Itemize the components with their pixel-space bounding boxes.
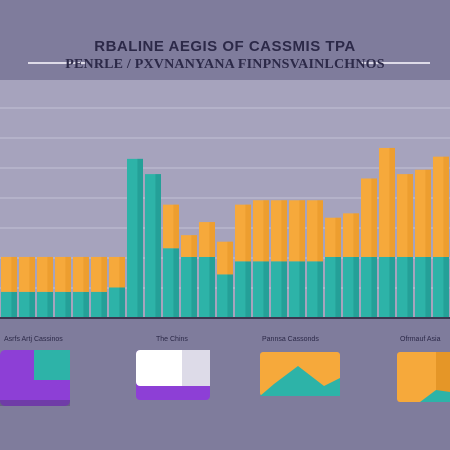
bar-shade-teal-6 xyxy=(101,291,107,318)
bar-shade-teal-9 xyxy=(155,174,161,318)
bar-shade-orange-6 xyxy=(101,256,107,292)
title-rule-left xyxy=(28,62,86,64)
bar-shade-orange-15 xyxy=(263,200,269,262)
bar-shade-teal-16 xyxy=(281,261,287,318)
panel-1-shadow xyxy=(0,400,70,406)
bar-shade-teal-13 xyxy=(227,274,233,318)
chart-subtitle: PENRLE / PXVNANYANA FINPNSVAINLCHNOS xyxy=(65,57,385,72)
bar-shade-orange-7 xyxy=(119,256,125,288)
bar-shade-teal-23 xyxy=(407,256,413,318)
panel-1-teal-part xyxy=(34,350,70,380)
panel-4-shade xyxy=(436,352,450,402)
bar-shade-teal-21 xyxy=(371,256,377,318)
bar-shade-teal-1 xyxy=(11,291,17,318)
bar-shade-orange-1 xyxy=(11,256,17,292)
bar-shade-orange-19 xyxy=(335,217,341,257)
bar-shade-teal-20 xyxy=(353,256,359,318)
bar-shade-teal-4 xyxy=(65,291,71,318)
bar-shade-orange-16 xyxy=(281,200,287,262)
bar-shade-teal-24 xyxy=(425,256,431,318)
panel-label-4: Ofrmauf Asia xyxy=(400,336,441,343)
bar-shade-teal-14 xyxy=(245,261,251,318)
bar-shade-orange-12 xyxy=(209,222,215,257)
bar-shade-orange-5 xyxy=(83,256,89,292)
chart-title: RBALINE AEGIS OF CASSMIS TPA xyxy=(94,38,356,55)
bar-shade-teal-18 xyxy=(317,261,323,318)
bar-shade-orange-13 xyxy=(227,241,233,275)
bar-shade-teal-2 xyxy=(29,291,35,318)
bar-shade-orange-17 xyxy=(299,200,305,262)
bar-shade-orange-25 xyxy=(443,156,449,257)
bar-shade-teal-19 xyxy=(335,256,341,318)
bar-shade-orange-24 xyxy=(425,169,431,257)
bar-shade-teal-11 xyxy=(191,256,197,318)
panel-label-2: The Chins xyxy=(156,336,188,343)
bar-shade-teal-10 xyxy=(173,248,179,318)
panel-label-3: Pannsa Cassonds xyxy=(262,336,319,343)
bar-shade-orange-11 xyxy=(191,235,197,257)
bar-shade-teal-7 xyxy=(119,287,125,318)
panel-2-shade xyxy=(182,350,210,386)
bar-shade-orange-10 xyxy=(173,204,179,249)
bar-shade-teal-25 xyxy=(443,256,449,318)
bar-shade-orange-2 xyxy=(29,256,35,292)
panel-4-area xyxy=(420,390,450,402)
bar-shade-teal-8 xyxy=(137,158,143,318)
bar-shade-teal-5 xyxy=(83,291,89,318)
bar-shade-teal-12 xyxy=(209,256,215,318)
bar-shade-teal-17 xyxy=(299,261,305,318)
bar-shade-orange-21 xyxy=(371,178,377,257)
title-rule-right xyxy=(360,62,430,64)
bar-shade-orange-4 xyxy=(65,256,71,292)
bar-shade-orange-18 xyxy=(317,200,323,262)
bar-shade-orange-3 xyxy=(47,256,53,292)
bar-shade-orange-23 xyxy=(407,174,413,257)
panel-3-area xyxy=(260,366,340,396)
bar-shade-teal-3 xyxy=(47,291,53,318)
bar-shade-teal-15 xyxy=(263,261,269,318)
bar-shade-orange-22 xyxy=(389,147,395,257)
bar-shade-orange-14 xyxy=(245,204,251,262)
panel-label-1: Asrfs Artj Cassinos xyxy=(4,336,63,343)
bar-shade-orange-20 xyxy=(353,213,359,257)
bar-shade-teal-22 xyxy=(389,256,395,318)
